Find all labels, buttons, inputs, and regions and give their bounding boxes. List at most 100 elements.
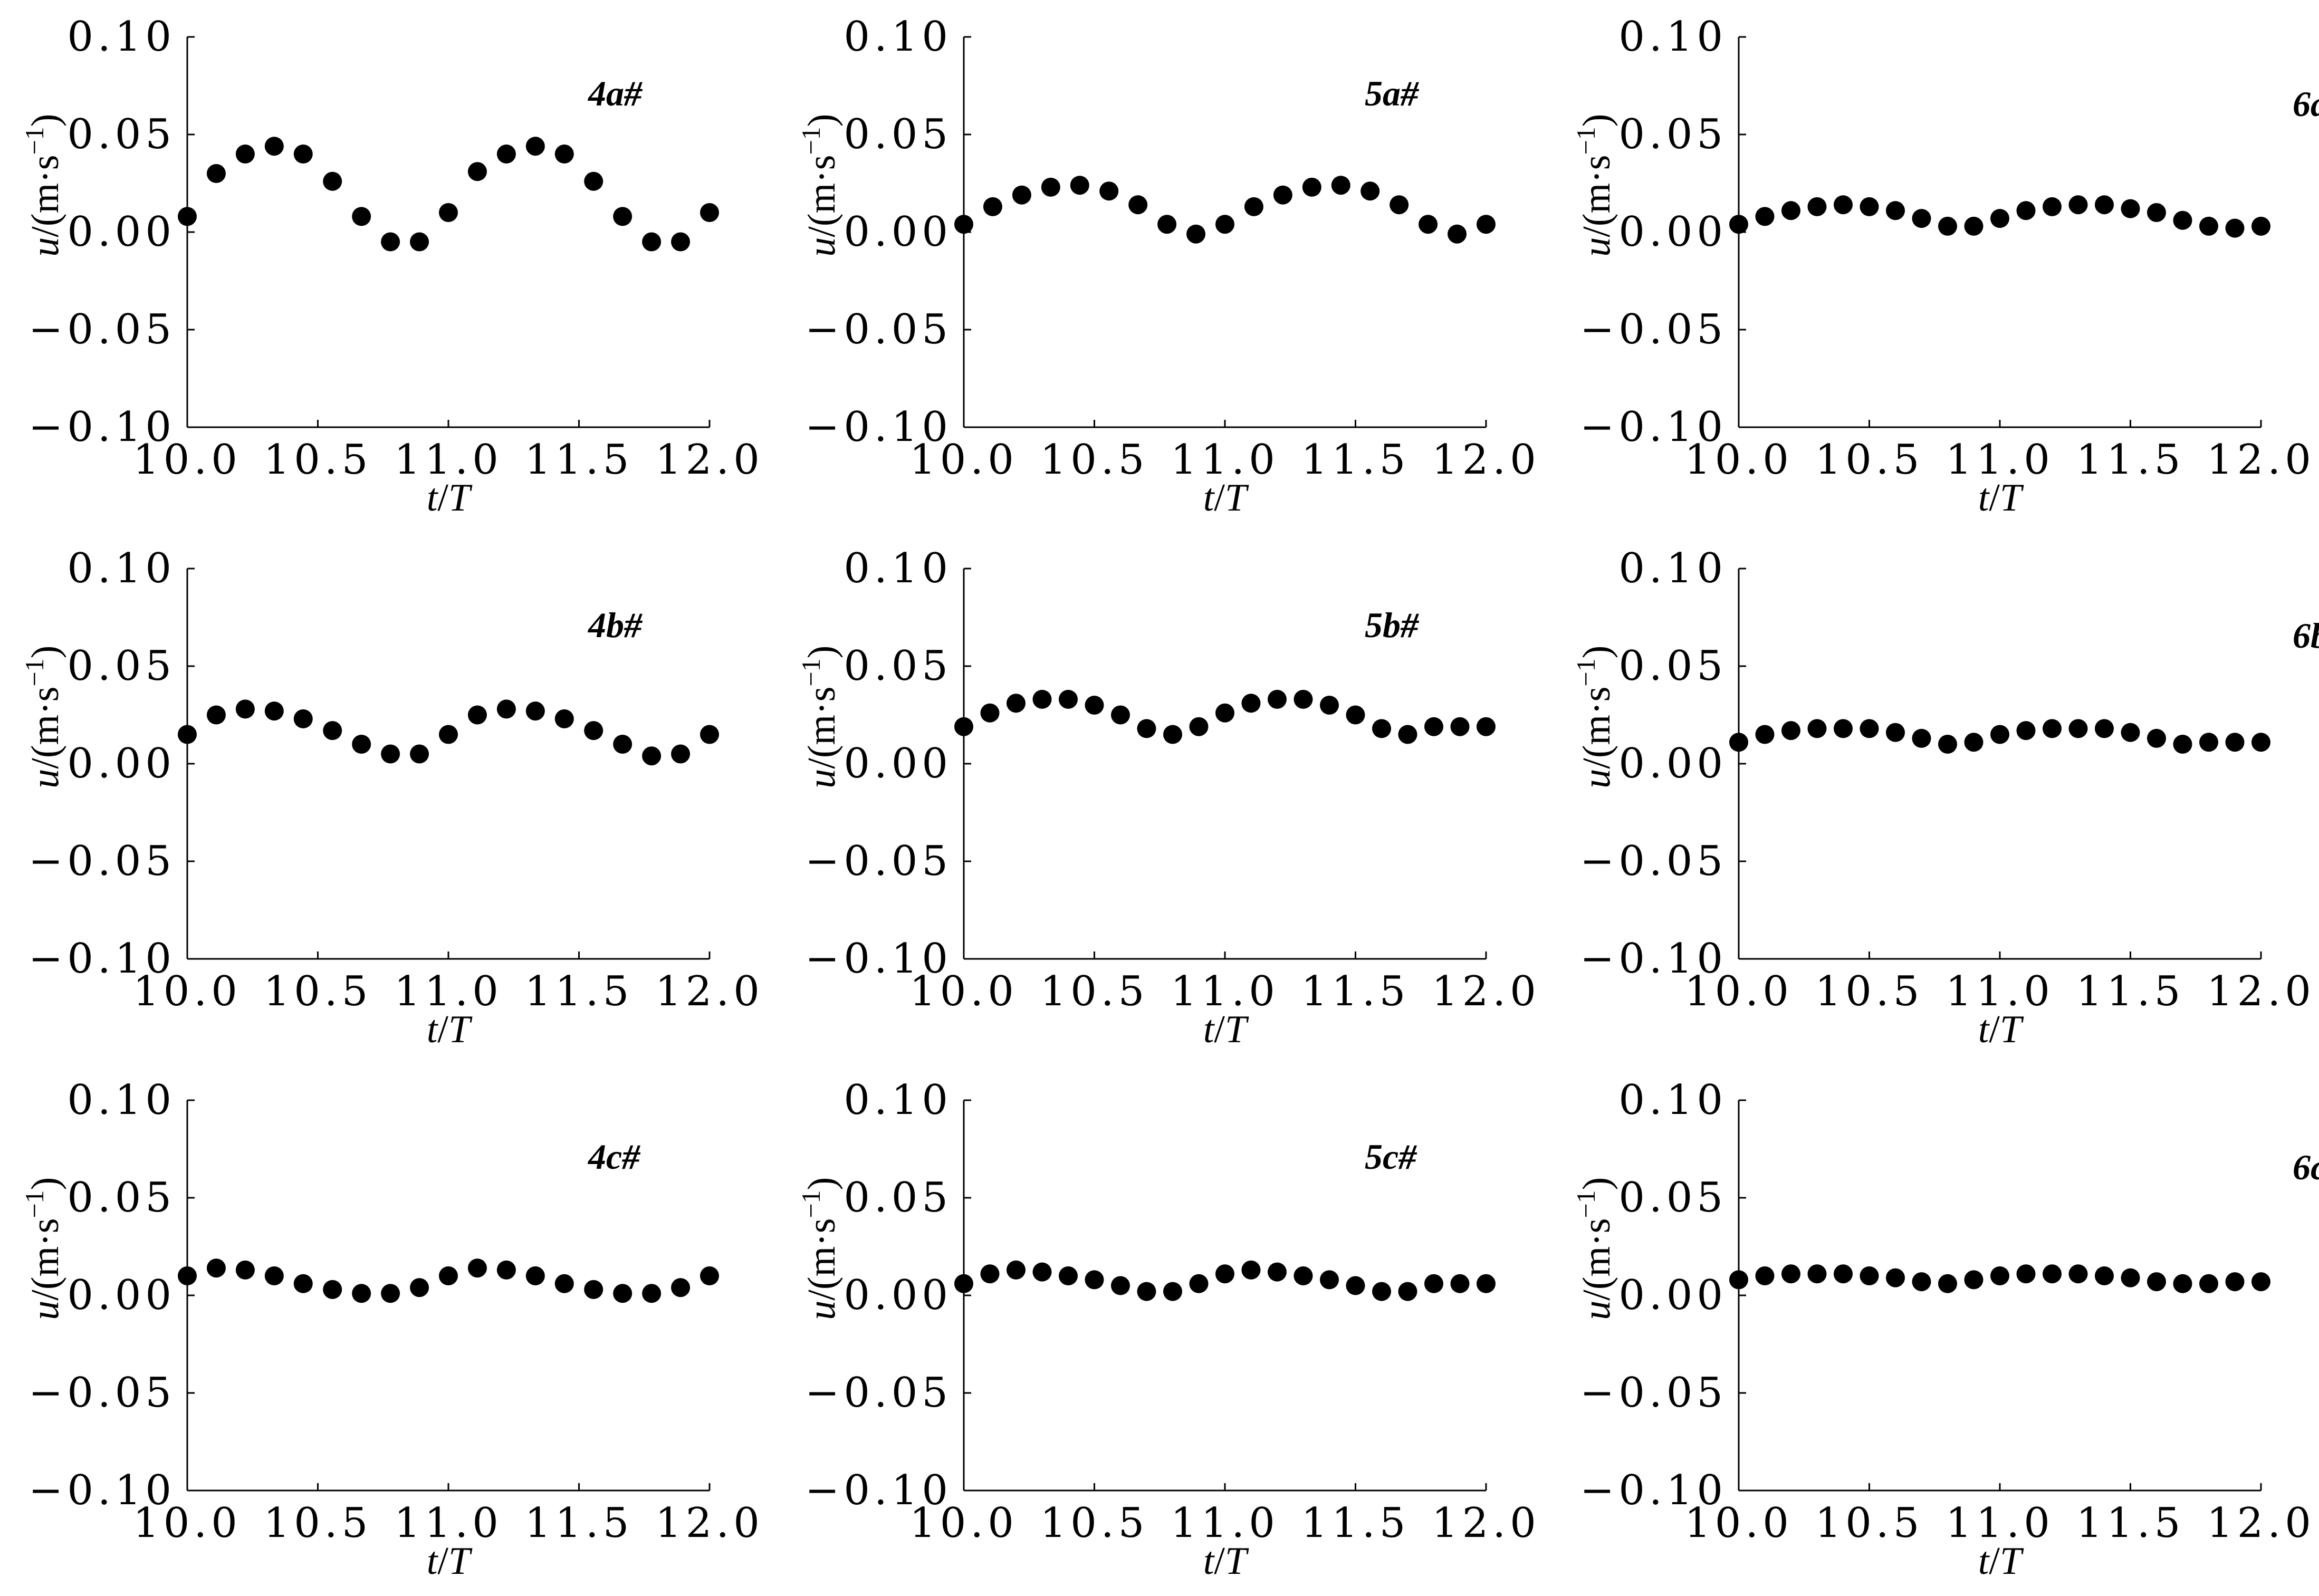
data-point [983,197,1002,216]
data-point [1781,201,1800,220]
y-tick-label: 0.10 [67,545,176,592]
data-point [1448,224,1467,244]
x-tick-label: 12.0 [1432,1499,1540,1547]
data-point [496,699,516,719]
data-point [1244,197,1263,216]
x-tick-label: 10.0 [1684,436,1793,484]
x-tick-label: 10.5 [264,436,372,484]
data-point [467,705,487,725]
y-axis-var: u [24,769,67,789]
x-tick-label: 10.5 [1040,968,1149,1015]
x-axis-slash: / [1214,1008,1225,1051]
y-axis-unit-close: ) [1575,114,1618,127]
data-point [642,1284,662,1303]
x-axis-var: t [1978,1008,1990,1051]
data-point [1807,1264,1827,1284]
data-point [1268,1262,1287,1282]
data-point [1320,1270,1339,1290]
data-point [1938,1274,1957,1293]
y-axis-unit: (m·s [24,687,67,758]
x-axis-title: t/T [1203,1540,1249,1583]
panel-6c: −0.10 −0.05 0.00 0.05 0.10 10.0 10.5 11.0 11.5 12… [1571,1076,2319,1583]
data-point [1059,689,1078,709]
data-point [584,1280,603,1299]
data-point [1860,197,1879,216]
data-point [323,721,342,741]
x-axis-unit: T [1225,1008,1249,1051]
x-tick-label: 10.0 [133,968,242,1015]
data-point [1477,215,1496,234]
y-tick-label: 0.10 [1618,1076,1727,1124]
x-axis-var: t [1203,476,1215,520]
data-point [206,705,226,725]
data-point [1729,733,1748,752]
data-point [1012,185,1031,205]
x-tick-label: 10.0 [909,1499,1018,1547]
data-point [1070,176,1089,195]
data-point [2199,216,2218,236]
y-axis-unit-exponent: −1 [20,658,49,686]
data-point [1964,1270,1983,1290]
y-axis-slash: / [24,758,67,769]
data-point [1938,216,1957,236]
x-axis-title: t/T [427,476,473,520]
data-point [2173,210,2192,230]
x-axis-var: t [1978,1540,1990,1583]
data-point [1041,177,1060,197]
data-point [178,725,197,744]
x-axis-slash: / [437,476,448,520]
data-point [1860,719,1879,738]
data-point [467,162,487,181]
data-point [525,137,545,156]
data-point [2016,1264,2036,1284]
y-axis-unit: (m·s [24,155,67,227]
data-point [2173,735,2192,754]
x-axis-unit: T [1225,1540,1249,1583]
data-point [1163,1282,1182,1301]
y-tick-label: −0.05 [1580,1369,1727,1417]
data-point [1273,185,1292,205]
data-point [1834,195,1853,215]
y-tick-label: −0.05 [805,838,952,885]
y-axis-unit-exponent: −1 [1571,658,1601,686]
y-tick-label: 0.00 [844,208,952,256]
y-tick-label: 0.05 [844,111,952,158]
data-point [554,145,574,164]
panel-5b: −0.10 −0.05 0.00 0.05 0.10 10.0 10.5 11.0 11.5 12… [796,545,1540,1051]
data-point [1964,733,1983,752]
data-point [613,207,633,226]
y-axis-title: u/(m·s−1) [1571,114,1618,257]
y-tick-label: 0.00 [67,208,176,256]
data-point [1293,689,1313,709]
y-axis-unit: (m·s [1575,1218,1618,1290]
data-point [439,203,458,222]
y-tick-label: 0.05 [67,111,176,158]
y-tick-label: −0.05 [28,838,176,885]
x-tick-label: 11.0 [1946,968,2054,1015]
x-tick-label: 12.0 [1432,968,1540,1015]
data-point [2068,719,2088,738]
data-point [671,1278,691,1297]
data-point [1241,1260,1261,1280]
x-axis-var: t [1978,476,1990,520]
data-point [410,744,429,764]
data-point [554,1274,574,1293]
y-tick-label: −0.05 [805,306,952,353]
data-point [1372,719,1391,738]
x-tick-label: 10.5 [1815,436,1924,484]
data-point [2095,195,2114,215]
x-tick-label: 11.5 [525,436,634,484]
x-tick-label: 11.0 [1946,1499,2054,1547]
x-axis-unit: T [448,1540,473,1583]
data-point [584,171,603,191]
data-point [2095,1266,2114,1285]
data-point [1268,689,1287,709]
data-point [1450,717,1470,736]
data-point [1834,719,1853,738]
x-tick-label: 10.5 [1040,436,1149,484]
panel-5c: −0.10 −0.05 0.00 0.05 0.10 10.0 10.5 11.0 11.5 12… [796,1076,1540,1583]
y-tick-label: 0.05 [844,642,952,690]
data-point [1085,1270,1104,1290]
data-point [1157,215,1177,234]
panel-6b: −0.10 −0.05 0.00 0.05 0.10 10.0 10.5 11.0 11.5 12… [1571,545,2319,1051]
